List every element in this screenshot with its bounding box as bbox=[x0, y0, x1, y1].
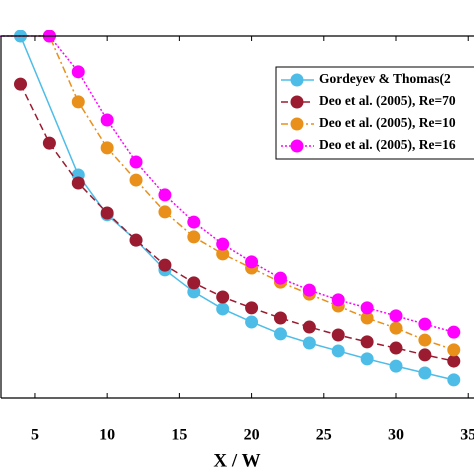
legend-label: Deo et al. (2005), Re=16 bbox=[319, 137, 456, 152]
data-point bbox=[389, 341, 403, 355]
data-point bbox=[360, 301, 374, 315]
data-point bbox=[389, 309, 403, 323]
series-line bbox=[0, 35, 454, 333]
data-point bbox=[302, 320, 316, 334]
x-tick-label: 10 bbox=[99, 427, 115, 444]
data-point bbox=[129, 173, 143, 187]
data-point bbox=[331, 328, 345, 342]
data-point bbox=[447, 373, 461, 387]
legend-marker bbox=[290, 139, 304, 153]
data-point bbox=[216, 237, 230, 251]
data-point bbox=[447, 354, 461, 368]
data-point bbox=[71, 176, 85, 190]
data-point bbox=[158, 258, 172, 272]
legend-box bbox=[275, 66, 474, 160]
data-point bbox=[331, 293, 345, 307]
data-point bbox=[100, 141, 114, 155]
data-point bbox=[187, 276, 201, 290]
data-point bbox=[14, 77, 28, 91]
data-point bbox=[273, 271, 287, 285]
x-tick-label: 25 bbox=[316, 427, 332, 444]
data-point bbox=[245, 315, 259, 329]
legend-label: Gordeyev & Thomas(2 bbox=[319, 71, 451, 86]
legend-label: Deo et al. (2005), Re=70 bbox=[319, 93, 456, 108]
legend-label: Deo et al. (2005), Re=10 bbox=[319, 115, 456, 130]
data-point bbox=[245, 301, 259, 315]
legend-marker bbox=[290, 73, 304, 87]
plot-area bbox=[0, 30, 461, 387]
data-point bbox=[418, 317, 432, 331]
data-point bbox=[216, 247, 230, 261]
data-point bbox=[360, 311, 374, 325]
data-point bbox=[273, 327, 287, 341]
series-line bbox=[0, 35, 454, 381]
data-point bbox=[158, 205, 172, 219]
x-tick-label: 30 bbox=[388, 427, 404, 444]
data-point bbox=[216, 290, 230, 304]
data-point bbox=[187, 215, 201, 229]
x-tick-label: 20 bbox=[244, 427, 260, 444]
series-line bbox=[0, 35, 455, 351]
data-point bbox=[302, 336, 316, 350]
data-point bbox=[360, 352, 374, 366]
x-tick-label: 15 bbox=[171, 427, 187, 444]
data-point bbox=[129, 155, 143, 169]
data-point bbox=[331, 344, 345, 358]
legend-marker bbox=[290, 95, 304, 109]
data-point bbox=[447, 343, 461, 357]
data-point bbox=[158, 188, 172, 202]
data-point bbox=[216, 302, 230, 316]
data-point bbox=[360, 335, 374, 349]
data-point bbox=[71, 95, 85, 109]
x-tick-label: 35 bbox=[460, 427, 474, 444]
data-point bbox=[389, 321, 403, 335]
series-line bbox=[19, 83, 454, 362]
x-tick-label: 5 bbox=[31, 427, 39, 444]
legend-marker bbox=[290, 117, 304, 131]
data-point bbox=[129, 233, 143, 247]
data-point bbox=[245, 255, 259, 269]
data-point bbox=[42, 136, 56, 150]
data-point bbox=[187, 285, 201, 299]
data-point bbox=[273, 311, 287, 325]
x-axis-label: X / W bbox=[213, 450, 260, 471]
data-point bbox=[447, 325, 461, 339]
data-point bbox=[187, 230, 201, 244]
data-point bbox=[389, 359, 403, 373]
data-point bbox=[100, 206, 114, 220]
data-point bbox=[418, 348, 432, 362]
data-point bbox=[418, 366, 432, 380]
data-point bbox=[71, 65, 85, 79]
data-point bbox=[302, 283, 316, 297]
data-point bbox=[418, 333, 432, 347]
data-point bbox=[100, 113, 114, 127]
